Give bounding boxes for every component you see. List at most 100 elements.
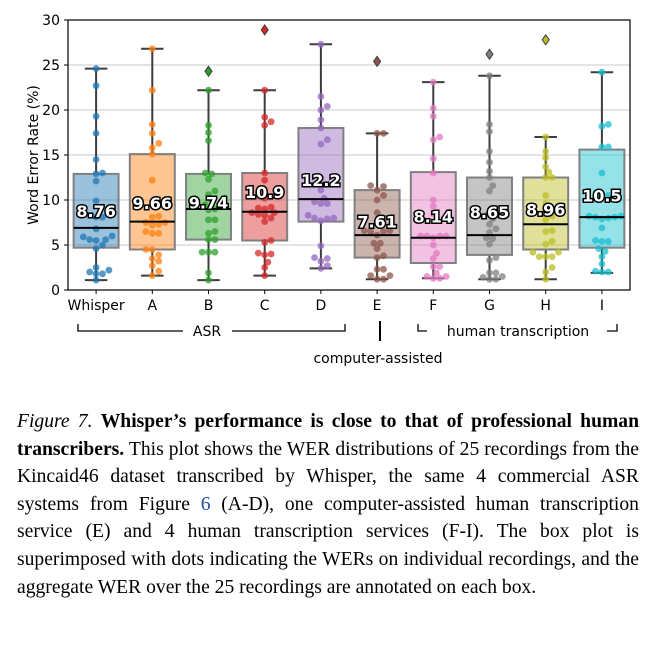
- data-point: [489, 215, 497, 223]
- data-point: [92, 156, 100, 163]
- data-point: [317, 140, 325, 148]
- data-point: [542, 163, 550, 171]
- y-tick-label: 15: [42, 148, 60, 164]
- wer-box-plot: 8.76 9.66 9.74 10.9 12.2 7.61 8.14 8.65 8.96 10.5…: [26, 13, 631, 367]
- data-point: [548, 253, 556, 261]
- data-point: [486, 128, 493, 136]
- data-point: [205, 216, 212, 224]
- data-point: [429, 196, 437, 204]
- data-point: [317, 175, 325, 182]
- mean-label: 10.9: [245, 183, 284, 202]
- data-point: [555, 248, 562, 256]
- box-a: 9.66: [128, 45, 176, 279]
- caption-body-1: This plot shows the WER distributions of…: [17, 438, 639, 515]
- data-point: [486, 269, 493, 277]
- caption-body-2: (A-D), one computer-assisted human trans…: [17, 493, 639, 598]
- data-point: [92, 82, 100, 90]
- box-g: 8.65: [466, 48, 513, 283]
- data-point: [373, 130, 381, 137]
- figure-reference-link[interactable]: 6: [200, 493, 211, 515]
- data-point: [598, 260, 606, 268]
- data-point: [92, 170, 100, 178]
- data-point: [261, 121, 269, 129]
- data-point: [311, 254, 318, 261]
- data-point: [155, 267, 163, 275]
- data-point: [155, 251, 163, 259]
- data-point: [542, 192, 550, 199]
- data-point: [323, 200, 331, 208]
- data-point: [261, 113, 269, 121]
- box-i: 10.5: [578, 68, 626, 276]
- data-point: [323, 215, 331, 223]
- data-point: [148, 213, 156, 221]
- data-point: [92, 213, 100, 221]
- data-point: [261, 194, 269, 202]
- data-point: [598, 122, 606, 130]
- box-e: 7.61: [353, 55, 401, 283]
- data-point: [267, 214, 275, 222]
- data-point: [436, 274, 444, 282]
- y-tick-label: 10: [42, 193, 60, 209]
- data-point: [482, 211, 490, 219]
- data-point: [486, 148, 493, 155]
- data-point: [598, 143, 606, 151]
- data-point: [542, 174, 550, 181]
- data-point: [148, 45, 156, 53]
- data-point: [486, 121, 493, 128]
- data-point: [261, 272, 269, 279]
- data-point: [542, 148, 550, 155]
- data-point: [604, 192, 612, 199]
- x-tick-label: B: [204, 298, 214, 314]
- data-point: [211, 236, 219, 244]
- data-point: [429, 112, 437, 120]
- data-point: [542, 228, 550, 235]
- data-point: [492, 269, 500, 277]
- data-point: [92, 245, 100, 253]
- data-point: [323, 255, 331, 262]
- data-point: [442, 273, 450, 280]
- box-c: 10.9: [241, 24, 289, 279]
- data-point: [604, 238, 612, 245]
- data-point: [380, 228, 387, 235]
- data-point: [548, 174, 556, 181]
- data-point: [261, 264, 269, 271]
- data-point: [201, 169, 209, 177]
- data-point: [548, 212, 556, 220]
- data-point: [148, 121, 156, 128]
- data-point: [542, 268, 550, 276]
- data-point: [317, 186, 325, 194]
- data-point: [548, 227, 556, 235]
- data-point: [486, 72, 493, 80]
- data-point: [429, 241, 437, 249]
- mean-label: 8.14: [414, 208, 453, 227]
- plot-frame: [67, 19, 631, 291]
- data-point: [148, 229, 156, 237]
- outlier-marker: [541, 33, 550, 46]
- mean-label: 12.2: [301, 171, 340, 190]
- data-point: [373, 265, 381, 273]
- data-point: [486, 220, 493, 228]
- data-point: [148, 255, 156, 262]
- data-point: [486, 174, 493, 181]
- outlier-marker: [204, 65, 213, 78]
- data-point: [429, 104, 437, 112]
- data-point: [311, 214, 318, 222]
- data-point: [486, 187, 493, 195]
- data-point: [317, 93, 325, 100]
- data-point: [535, 253, 543, 261]
- x-tick-label: A: [148, 298, 158, 314]
- data-point: [429, 255, 437, 262]
- data-point: [211, 248, 219, 256]
- data-point: [598, 253, 606, 261]
- data-point: [142, 246, 150, 253]
- data-point: [486, 275, 493, 283]
- data-point: [373, 209, 381, 217]
- data-point: [367, 272, 375, 279]
- data-point: [323, 103, 331, 110]
- data-point: [323, 136, 331, 144]
- data-point: [317, 116, 325, 124]
- data-point: [148, 144, 156, 152]
- data-point: [598, 68, 606, 76]
- data-point: [492, 254, 500, 261]
- y-axis-label: Word Error Rate (%): [26, 85, 42, 225]
